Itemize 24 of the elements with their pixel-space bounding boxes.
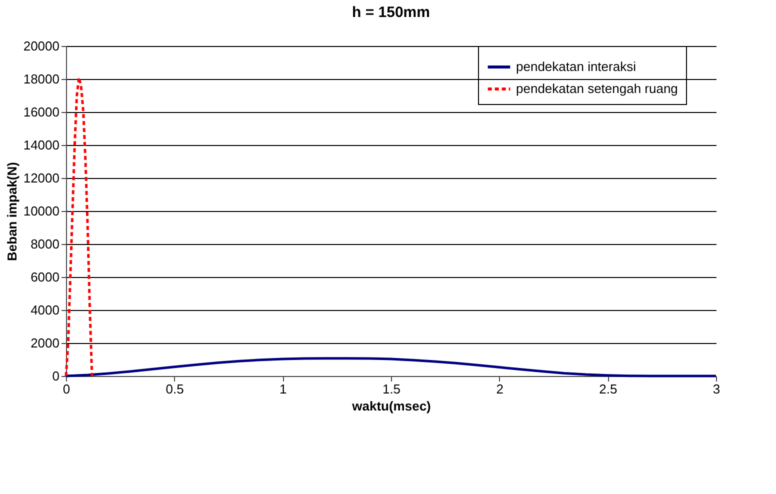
x-tick-label: 1 xyxy=(280,382,287,396)
y-tick-label: 8000 xyxy=(30,236,60,252)
line-series xyxy=(64,76,94,378)
y-tick-label: 0 xyxy=(52,368,60,384)
y-tick-label: 2000 xyxy=(30,336,60,350)
y-tick-label: 4000 xyxy=(30,302,60,318)
y-tick-label: 10000 xyxy=(23,204,60,218)
y-tick-label: 20000 xyxy=(23,38,60,54)
x-tick-label: 2 xyxy=(496,382,504,396)
legend-label: pendekatan setengah ruang xyxy=(516,81,678,96)
y-axis-title: Beban impak(N) xyxy=(4,162,20,261)
y-tick-label: 18000 xyxy=(23,72,60,86)
x-tick-label: 2.5 xyxy=(599,382,618,396)
chart-title: h = 150mm xyxy=(352,4,430,21)
y-tick-label: 16000 xyxy=(23,104,60,120)
x-tick-label: 3 xyxy=(712,382,720,396)
y-tick-label: 14000 xyxy=(23,138,60,152)
x-tick-label: 1.5 xyxy=(382,382,401,396)
y-tick-label: 12000 xyxy=(23,170,60,186)
x-tick-label: 0.5 xyxy=(166,382,184,396)
legend-label: pendekatan interaksi xyxy=(516,59,636,74)
x-tick-label: 0 xyxy=(62,382,70,396)
x-axis-title: waktu(msec) xyxy=(351,398,431,414)
y-tick-label: 6000 xyxy=(30,270,60,284)
